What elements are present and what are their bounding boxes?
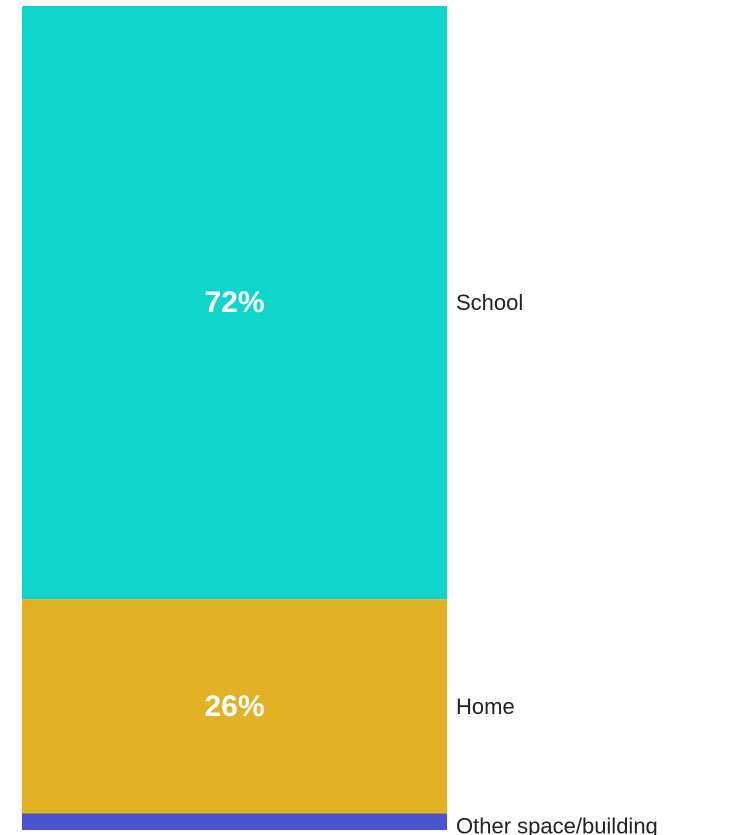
value-label-school: 72% (204, 286, 264, 319)
category-label-home: Home (456, 694, 515, 719)
value-label-home: 26% (204, 690, 264, 723)
category-label-other-space-building: Other space/building (456, 813, 658, 835)
category-label-school: School (456, 290, 523, 315)
segment-other-space-building (22, 814, 447, 830)
